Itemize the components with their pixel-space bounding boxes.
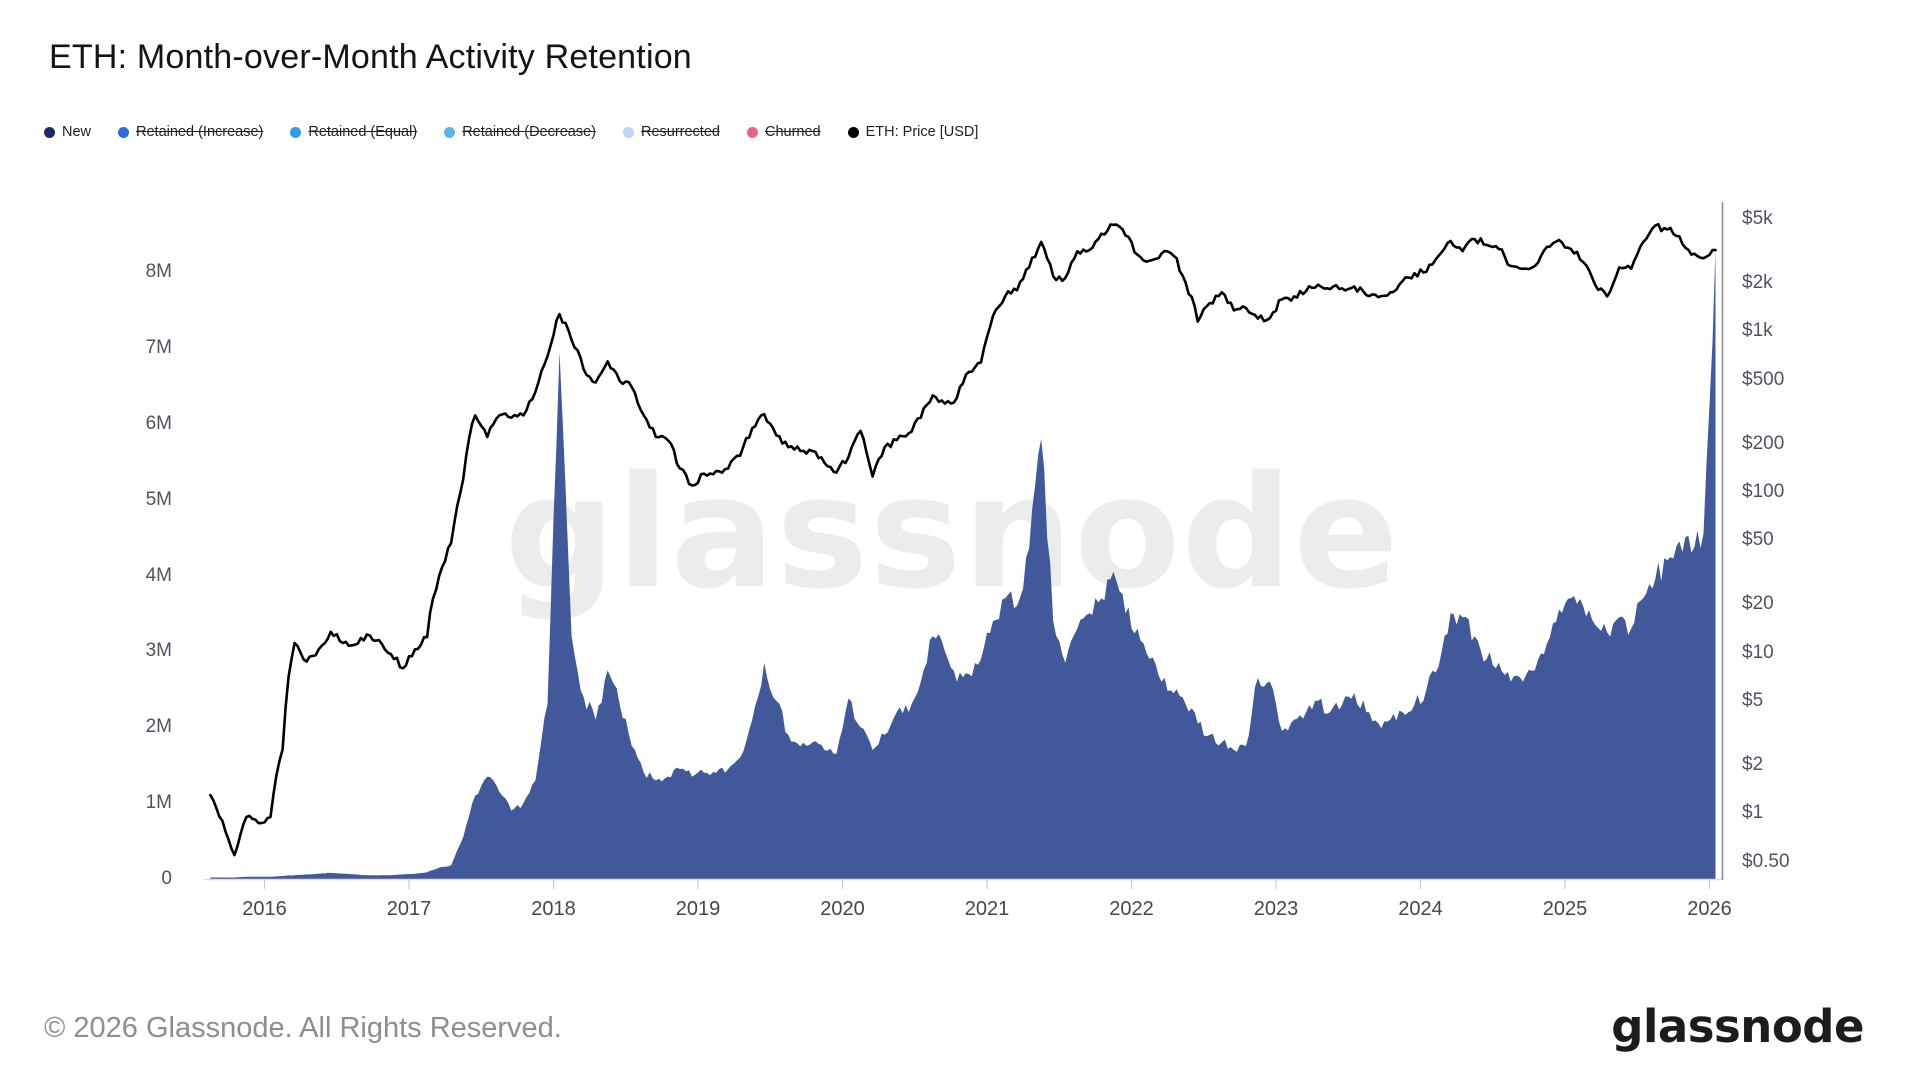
x-axis-year-label: 2021 xyxy=(964,898,1010,920)
legend-dot-resurrected xyxy=(622,126,634,138)
right-axis-tick-label: $500 xyxy=(1742,368,1785,390)
glassnode-watermark: glassnode xyxy=(504,442,1400,624)
legend-item-retained-decrease[interactable]: Retained (Decrease) xyxy=(444,124,596,140)
legend-dot-retained-increase xyxy=(118,126,130,138)
left-axis-tick-label: 7M xyxy=(145,336,172,358)
x-axis-year-label: 2022 xyxy=(1109,898,1154,920)
x-axis-year-label: 2017 xyxy=(386,898,432,920)
page-title: ETH: Month-over-Month Activity Retention xyxy=(49,38,692,76)
legend-dot-new xyxy=(44,126,55,138)
x-axis-year-label: 2023 xyxy=(1253,898,1299,920)
glassnode-logo: glassnode xyxy=(1611,1000,1864,1053)
legend-label: Churned xyxy=(764,124,821,140)
legend-label: Retained (Increase) xyxy=(136,124,264,140)
x-axis-year-label: 2016 xyxy=(242,898,287,920)
x-axis-year-label: 2020 xyxy=(820,898,865,920)
right-axis-tick-label: $100 xyxy=(1742,481,1785,503)
legend-item-retained-equal[interactable]: Retained (Equal) xyxy=(290,124,417,140)
legend-dot-eth-price-usd xyxy=(847,126,859,138)
right-axis-tick-label: $20 xyxy=(1742,593,1774,615)
legend-label: ETH: Price [USD] xyxy=(865,124,979,140)
right-axis-tick-label: $10 xyxy=(1742,641,1774,663)
eth-price-line-series xyxy=(209,222,1717,857)
legend-label: Resurrected xyxy=(640,124,720,140)
right-axis-tick-label: $5k xyxy=(1742,208,1773,229)
legend-dot-churned xyxy=(746,126,758,138)
left-axis-tick-label: 4M xyxy=(145,564,172,586)
legend-item-eth-price-usd[interactable]: ETH: Price [USD] xyxy=(847,124,979,140)
left-axis-tick-label: 2M xyxy=(145,716,172,738)
legend-item-churned[interactable]: Churned xyxy=(746,124,821,140)
right-axis-tick-label: $2 xyxy=(1742,754,1764,776)
x-axis-year-label: 2018 xyxy=(531,898,576,920)
right-axis-tick-label: $200 xyxy=(1742,432,1785,454)
legend-label: Retained (Equal) xyxy=(308,124,418,140)
copyright-text: © 2026 Glassnode. All Rights Reserved. xyxy=(44,1012,562,1044)
x-axis-year-label: 2019 xyxy=(675,898,721,920)
x-axis-year-label: 2026 xyxy=(1687,898,1732,920)
x-axis-year-label: 2025 xyxy=(1542,898,1588,920)
legend-dot-retained-equal xyxy=(290,126,302,138)
left-axis-tick-label: 6M xyxy=(145,412,172,434)
legend-item-resurrected[interactable]: Resurrected xyxy=(622,124,720,140)
x-axis-year-label: 2024 xyxy=(1398,898,1443,920)
right-axis-tick-label: $2k xyxy=(1742,271,1773,293)
right-axis-tick-label: $1k xyxy=(1742,320,1773,342)
right-axis-tick-label: $0.50 xyxy=(1742,850,1790,872)
left-axis-tick-label: 0 xyxy=(161,868,172,889)
legend-label: Retained (Decrease) xyxy=(462,124,596,140)
right-axis-tick-label: $50 xyxy=(1742,529,1774,551)
chart-legend: New Retained (Increase) Retained (Equal) Re… xyxy=(44,124,978,140)
left-axis-tick-label: 1M xyxy=(145,792,172,814)
left-axis-tick-label: 8M xyxy=(145,261,172,282)
right-axis-tick-label: $5 xyxy=(1742,690,1764,712)
left-axis-tick-label: 5M xyxy=(145,488,172,510)
legend-dot-retained-decrease xyxy=(444,126,456,138)
legend-item-new[interactable]: New xyxy=(44,124,91,140)
new-addresses-area-series xyxy=(210,249,1716,879)
left-axis-tick-label: 3M xyxy=(145,640,172,662)
right-axis-tick-label: $1 xyxy=(1742,802,1764,824)
legend-item-retained-increase[interactable]: Retained (Increase) xyxy=(118,124,263,140)
legend-label: New xyxy=(62,124,92,140)
